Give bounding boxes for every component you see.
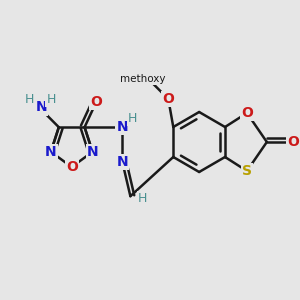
Text: N: N [117, 155, 128, 169]
Text: S: S [242, 164, 252, 178]
Text: O: O [66, 160, 78, 174]
Text: O: O [287, 135, 299, 149]
Text: H: H [25, 93, 34, 106]
Text: N: N [35, 100, 47, 114]
Text: O: O [90, 95, 102, 109]
Text: N: N [45, 145, 57, 159]
Text: O: O [162, 92, 174, 106]
Text: H: H [138, 192, 147, 205]
Text: N: N [117, 120, 128, 134]
Text: O: O [241, 106, 253, 120]
Text: methoxy: methoxy [120, 74, 165, 84]
Text: H: H [128, 112, 137, 125]
Text: N: N [87, 145, 98, 159]
Text: H: H [46, 93, 56, 106]
